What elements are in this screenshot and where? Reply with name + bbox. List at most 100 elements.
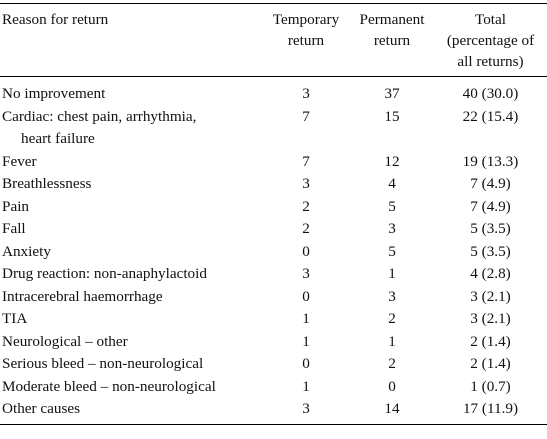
- table-row: Cardiac: chest pain, arrhythmia, heart fa…: [0, 106, 547, 151]
- cell-permanent: 5: [388, 197, 396, 215]
- table-row: Anxiety 0 5 5 (3.5): [0, 241, 547, 264]
- cell-total: 3 (2.1): [470, 287, 511, 305]
- cell-temporary: 2: [302, 220, 310, 237]
- cell-temporary: 1: [302, 332, 310, 350]
- cell-total: 17 (11.9): [434, 398, 547, 425]
- cell-temporary: 3: [302, 265, 310, 282]
- table-header: Reason for return Temporary return Perma…: [0, 3, 547, 77]
- cell-total: 19 (13.3): [462, 152, 519, 170]
- cell-reason: Fall: [0, 218, 262, 241]
- header-total-line-2: (percentage of: [446, 32, 535, 49]
- reason-text: Moderate bleed – non-neurological: [2, 377, 216, 395]
- header-permanent-line-1: Permanent: [359, 11, 425, 28]
- table-row: Neurological – other 1 1 2 (1.4): [0, 331, 547, 354]
- returns-table: Reason for return Temporary return Perma…: [0, 3, 547, 425]
- cell-reason: Pain: [0, 196, 262, 219]
- header-temporary-line-2: return: [287, 32, 325, 49]
- header-total-line-3: all returns): [457, 53, 524, 70]
- cell-reason: Neurological – other: [0, 331, 262, 354]
- cell-total: 3 (2.1): [470, 310, 511, 327]
- cell-permanent: 2: [388, 310, 396, 327]
- cell-permanent: 0: [388, 377, 396, 395]
- cell-permanent: 3: [388, 220, 396, 237]
- header-total-line-1: Total: [475, 11, 506, 28]
- cell-reason: Anxiety: [0, 241, 262, 264]
- cell-temporary: 3: [262, 398, 350, 425]
- cell-total: 7 (4.9): [470, 197, 511, 215]
- cell-reason: Serious bleed – non-neurological: [0, 353, 262, 376]
- table-row: Fall 2 3 5 (3.5): [0, 218, 547, 241]
- cell-temporary: 1: [302, 377, 310, 395]
- cell-permanent: 12: [384, 152, 400, 170]
- reason-text: Other causes: [2, 400, 81, 417]
- cell-total: 2 (1.4): [470, 332, 511, 350]
- header-row: Reason for return Temporary return Perma…: [0, 3, 547, 77]
- cell-reason: Intracerebral haemorrhage: [0, 286, 262, 309]
- reason-text: Anxiety: [2, 242, 51, 260]
- cell-permanent: 1: [388, 332, 396, 350]
- reason-text: Breathlessness: [2, 175, 92, 192]
- table-row: Intracerebral haemorrhage 0 3 3 (2.1): [0, 286, 547, 309]
- table-row: TIA 1 2 3 (2.1): [0, 308, 547, 331]
- cell-total: 7 (4.9): [470, 175, 511, 192]
- cell-permanent: 2: [388, 355, 396, 372]
- cell-temporary: 0: [302, 355, 310, 372]
- cell-reason: Cardiac: chest pain, arrhythmia, heart fa…: [0, 106, 262, 151]
- table-row: No improvement 3 37 40 (30.0): [0, 77, 547, 106]
- header-temporary: Temporary return: [262, 3, 350, 77]
- reason-text: Pain: [2, 197, 30, 215]
- cell-permanent: 3: [388, 287, 396, 305]
- cell-reason: Drug reaction: non-anaphylactoid: [0, 263, 262, 286]
- cell-permanent: 4: [388, 175, 396, 192]
- cell-temporary: 0: [302, 242, 310, 260]
- cell-temporary: 7: [302, 107, 310, 125]
- cell-total: 1 (0.7): [470, 377, 511, 395]
- cell-temporary: 3: [302, 175, 310, 192]
- table-row: Pain 2 5 7 (4.9): [0, 196, 547, 219]
- cell-reason: Breathlessness: [0, 173, 262, 196]
- table-row: Fever 7 12 19 (13.3): [0, 151, 547, 174]
- reason-text: Drug reaction: non-anaphylactoid: [2, 265, 207, 282]
- reason-text: TIA: [2, 310, 28, 327]
- header-total: Total (percentage of all returns): [434, 3, 547, 77]
- cell-total: 40 (30.0): [462, 85, 519, 102]
- cell-total: 4 (2.8): [470, 265, 511, 282]
- cell-temporary: 2: [302, 197, 310, 215]
- cell-permanent: 37: [384, 85, 400, 102]
- header-permanent-line-2: return: [373, 32, 411, 49]
- table-body: No improvement 3 37 40 (30.0) Cardiac: chest…: [0, 77, 547, 425]
- cell-reason: No improvement: [0, 77, 262, 106]
- reason-text: Serious bleed – non-neurological: [2, 355, 204, 372]
- cell-reason: Moderate bleed – non-neurological: [0, 376, 262, 399]
- table-row: Moderate bleed – non-neurological 1 0 1 (0.…: [0, 376, 547, 399]
- header-reason-label: Reason for return: [2, 11, 109, 28]
- cell-reason: Other causes: [0, 398, 262, 425]
- cell-total: 2 (1.4): [470, 355, 511, 372]
- reason-text: Fever: [2, 152, 37, 170]
- reason-text: No improvement: [2, 85, 106, 102]
- cell-reason: TIA: [0, 308, 262, 331]
- table-row: Serious bleed – non-neurological 0 2 2 (1.4…: [0, 353, 547, 376]
- table-row: Drug reaction: non-anaphylactoid 3 1 4 (2.8…: [0, 263, 547, 286]
- cell-total: 5 (3.5): [470, 220, 511, 237]
- cell-temporary: 3: [302, 85, 310, 102]
- header-reason: Reason for return: [0, 3, 262, 77]
- cell-temporary: 7: [302, 152, 310, 170]
- header-temporary-line-1: Temporary: [272, 11, 340, 28]
- reason-text: Intracerebral haemorrhage: [2, 287, 163, 305]
- table-row: Breathlessness 3 4 7 (4.9): [0, 173, 547, 196]
- reason-text: Cardiac: chest pain, arrhythmia,: [2, 107, 197, 125]
- cell-temporary: 0: [302, 287, 310, 305]
- table-row: Other causes 3 14 17 (11.9): [0, 398, 547, 425]
- cell-permanent: 1: [388, 265, 396, 282]
- cell-permanent: 14: [350, 398, 434, 425]
- cell-temporary: 1: [302, 310, 310, 327]
- reason-text-continued: heart failure: [21, 130, 95, 147]
- cell-total: 5 (3.5): [470, 242, 511, 260]
- cell-reason: Fever: [0, 151, 262, 174]
- cell-permanent: 5: [388, 242, 396, 260]
- header-permanent: Permanent return: [350, 3, 434, 77]
- reason-text: Fall: [2, 220, 26, 237]
- cell-total: 22 (15.4): [462, 107, 519, 125]
